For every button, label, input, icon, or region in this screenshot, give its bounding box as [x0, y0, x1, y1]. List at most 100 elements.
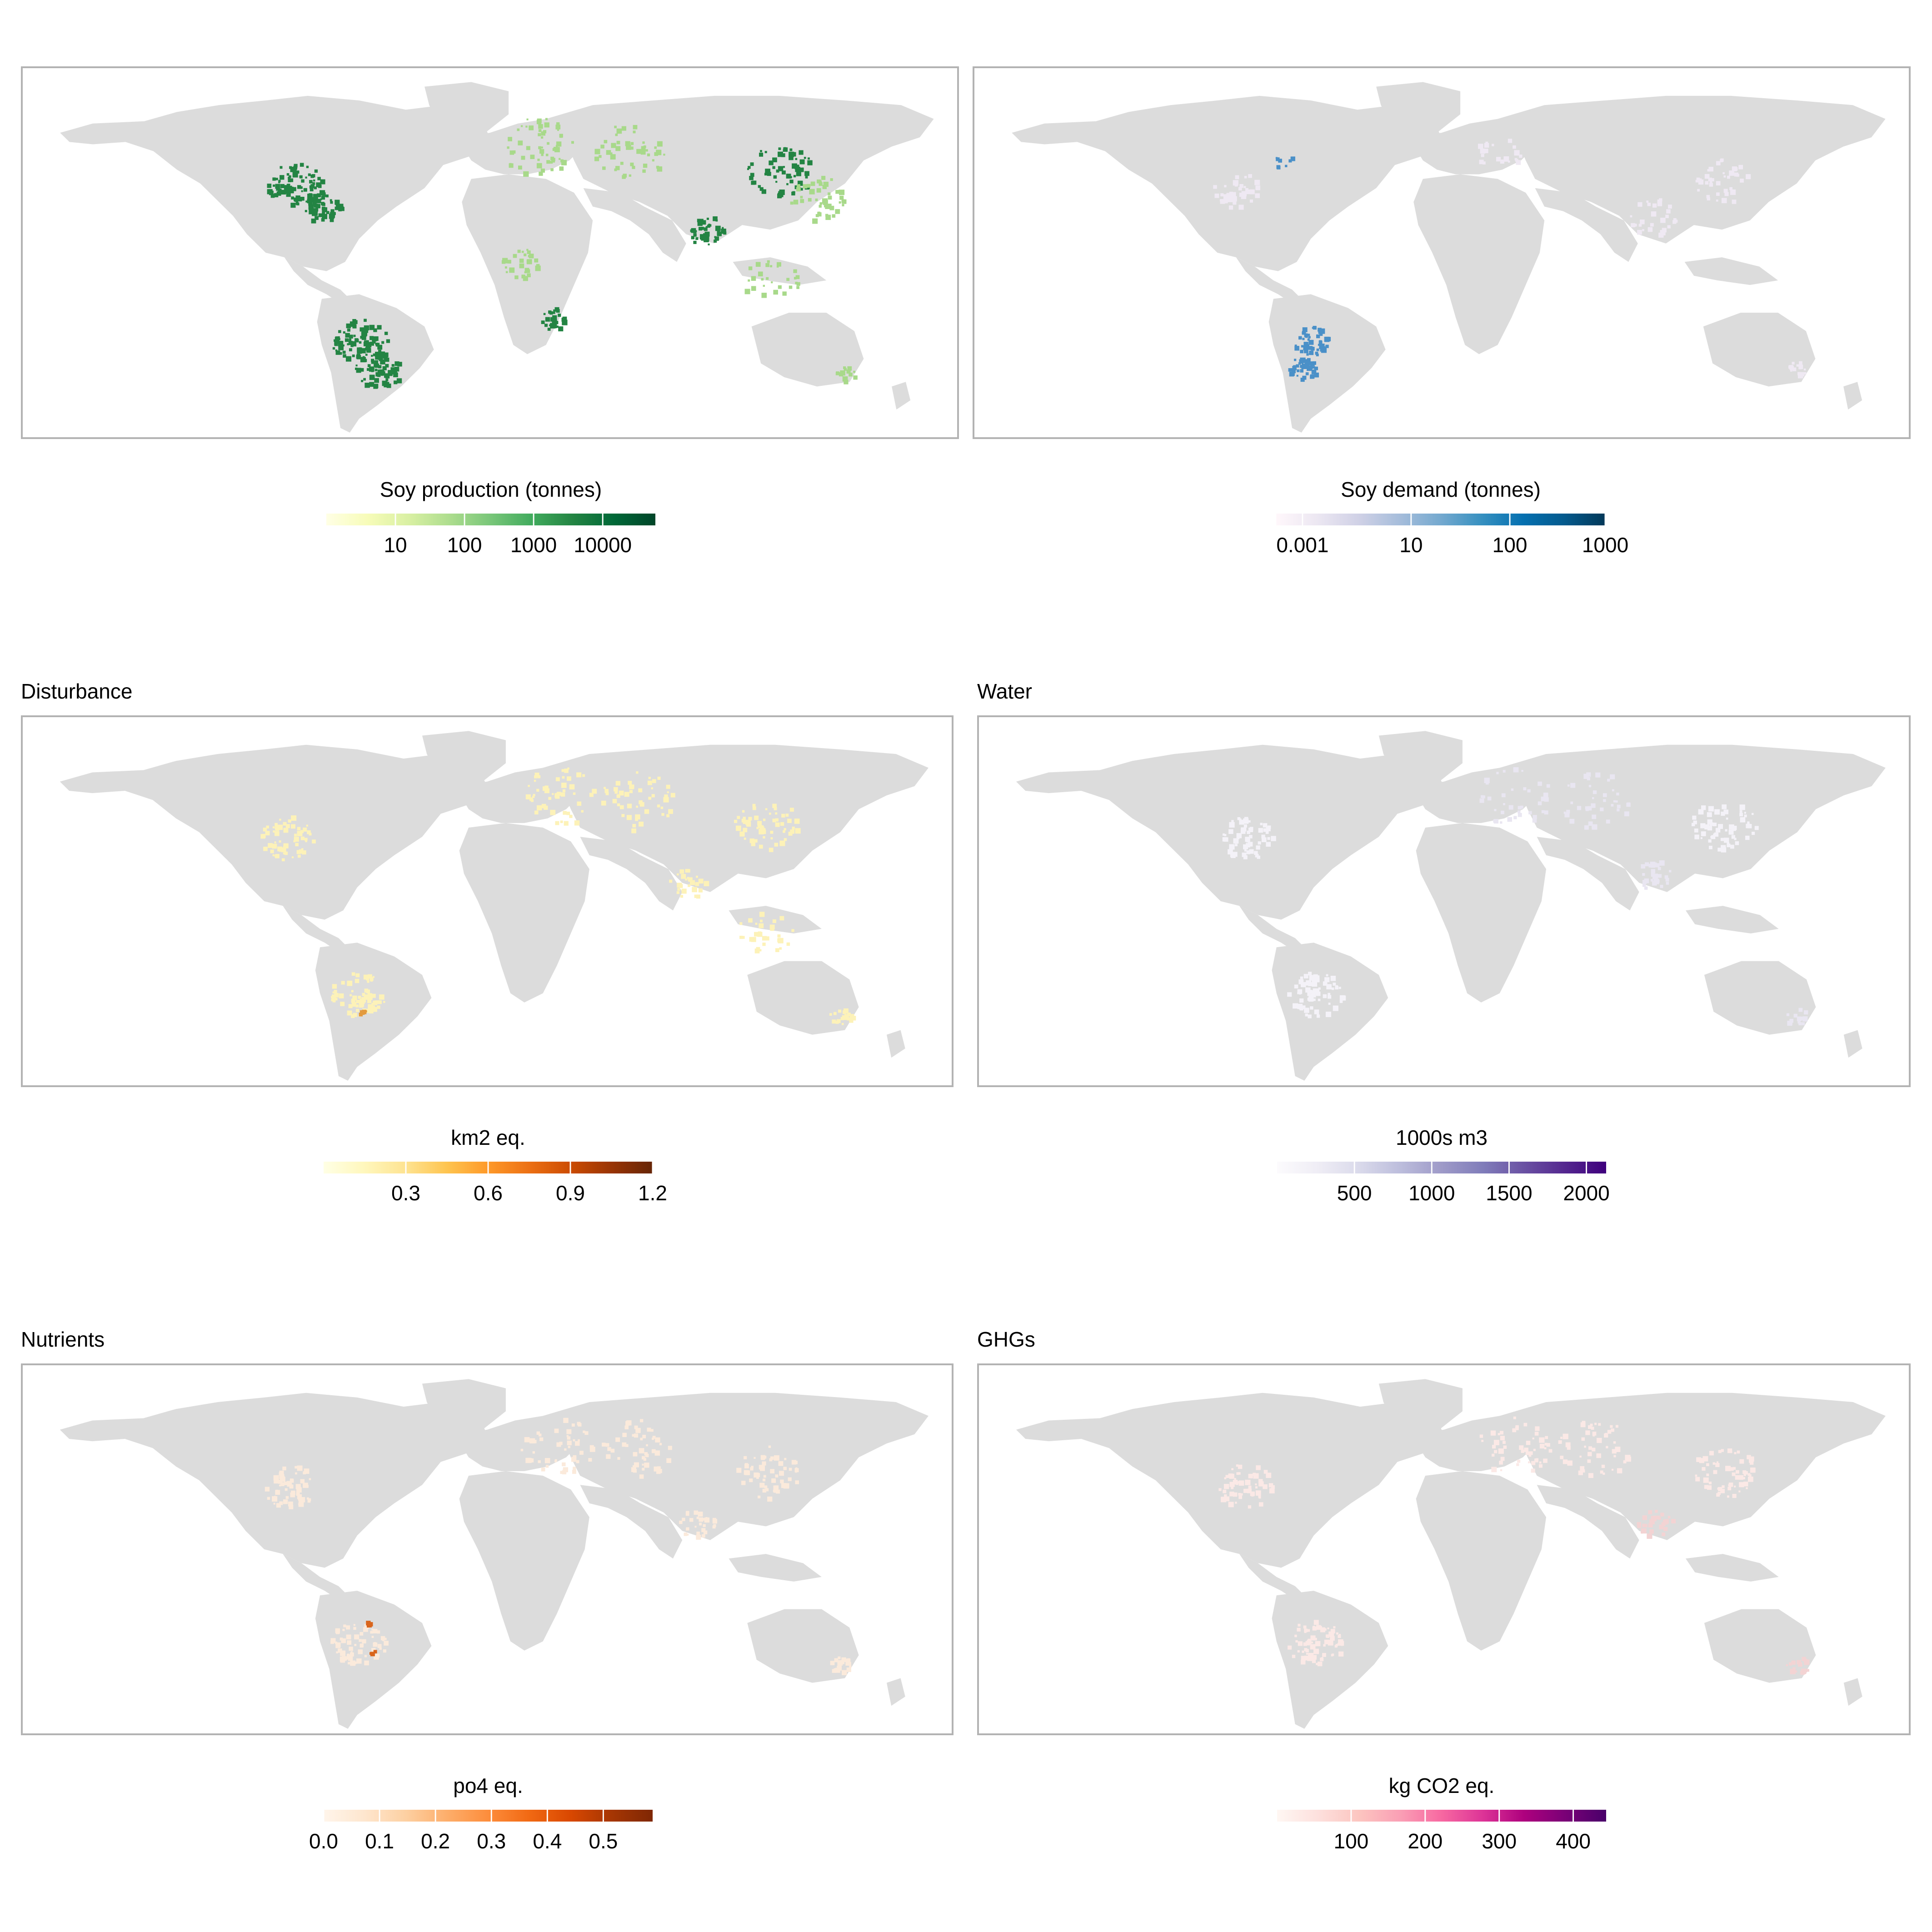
- data-cell: [765, 936, 769, 941]
- data-cell: [681, 889, 687, 894]
- data-cell: [349, 348, 352, 352]
- data-cell: [1324, 977, 1330, 983]
- data-cell: [1642, 873, 1645, 876]
- data-cell: [755, 262, 761, 267]
- data-cell: [355, 1008, 359, 1012]
- data-cell: [687, 884, 690, 887]
- data-cell: [1302, 331, 1305, 334]
- data-cell: [1233, 180, 1238, 186]
- data-cell: [1314, 366, 1318, 370]
- data-cell: [748, 279, 750, 282]
- data-cell: [1797, 1660, 1801, 1665]
- data-cell: [754, 1473, 759, 1478]
- data-cell: [839, 195, 844, 200]
- data-cell: [699, 1512, 702, 1515]
- data-cell: [694, 1510, 698, 1515]
- data-cell: [306, 824, 308, 827]
- data-cell: [1734, 838, 1737, 840]
- data-cell: [629, 174, 631, 177]
- data-cell: [1544, 1447, 1547, 1449]
- data-cell: [1247, 830, 1250, 834]
- data-cell: [1287, 992, 1292, 997]
- landmass: [284, 257, 350, 304]
- data-cell: [795, 275, 800, 280]
- data-cell: [817, 211, 821, 215]
- landmass: [1498, 95, 1886, 244]
- data-cell: [275, 827, 280, 831]
- data-cell: [1564, 812, 1570, 818]
- data-cell: [527, 250, 531, 255]
- data-cell: [783, 166, 785, 168]
- data-cell: [1254, 851, 1258, 855]
- data-cell: [1267, 825, 1271, 829]
- data-cell: [847, 1013, 851, 1017]
- data-cell: [1728, 1483, 1733, 1487]
- data-cell: [388, 370, 393, 375]
- data-cell: [348, 1656, 353, 1661]
- data-cell: [626, 145, 631, 150]
- data-cell: [291, 815, 297, 821]
- data-cell: [1249, 835, 1253, 839]
- data-cell: [1656, 1515, 1660, 1519]
- data-cell: [285, 1488, 288, 1491]
- data-cell: [633, 1452, 638, 1457]
- data-cell: [358, 1649, 363, 1654]
- data-cell: [610, 154, 616, 160]
- data-cell: [795, 1480, 799, 1484]
- data-cell: [751, 1466, 754, 1468]
- data-cell: [352, 995, 357, 1000]
- data-cell: [1601, 1464, 1605, 1468]
- data-cell: [705, 226, 708, 228]
- data-cell: [552, 324, 557, 329]
- data-cell: [1318, 340, 1323, 344]
- data-cell: [275, 854, 280, 859]
- data-cell: [651, 1438, 654, 1440]
- data-cell: [316, 199, 321, 204]
- data-cell: [509, 150, 514, 155]
- data-cell: [1597, 1438, 1602, 1443]
- data-cell: [338, 342, 340, 344]
- data-cell: [651, 1449, 656, 1453]
- data-cell: [835, 190, 839, 194]
- data-cell: [303, 1483, 308, 1488]
- data-cell: [1585, 1430, 1590, 1435]
- data-cell: [1228, 1502, 1234, 1508]
- data-cell: [602, 166, 606, 170]
- data-cell: [679, 883, 682, 885]
- data-cell: [803, 184, 808, 189]
- data-cell: [1316, 1014, 1320, 1018]
- data-cell: [308, 201, 313, 206]
- data-cell: [1508, 139, 1513, 143]
- legend-tick-label: 1500: [1486, 1181, 1533, 1205]
- data-cell: [294, 164, 298, 168]
- data-cell: [364, 994, 369, 1000]
- data-cell: [1716, 161, 1721, 165]
- data-cell: [774, 807, 777, 810]
- data-cell: [349, 334, 353, 339]
- data-cell: [1499, 1460, 1503, 1465]
- data-cell: [800, 188, 803, 191]
- data-cell: [763, 836, 765, 839]
- data-cell: [770, 265, 773, 268]
- data-cell: [1297, 1627, 1301, 1632]
- data-cell: [299, 175, 303, 179]
- data-cell: [1310, 374, 1315, 379]
- landmass: [543, 744, 929, 892]
- data-cell: [1500, 821, 1503, 824]
- data-cell: [578, 1423, 582, 1427]
- data-cell: [384, 1641, 389, 1646]
- data-cell: [279, 1474, 285, 1479]
- data-cell: [1626, 802, 1631, 807]
- data-cell: [374, 378, 379, 383]
- data-cell: [743, 817, 746, 820]
- data-cell: [1288, 159, 1292, 163]
- data-cell: [1612, 789, 1614, 792]
- data-cell: [581, 810, 584, 813]
- data-cell: [1546, 1443, 1550, 1447]
- data-cell: [332, 984, 337, 989]
- data-cell: [722, 227, 724, 229]
- data-cell: [751, 180, 755, 185]
- data-cell: [284, 851, 288, 855]
- data-cell: [299, 1497, 305, 1503]
- data-cell: [1546, 784, 1550, 788]
